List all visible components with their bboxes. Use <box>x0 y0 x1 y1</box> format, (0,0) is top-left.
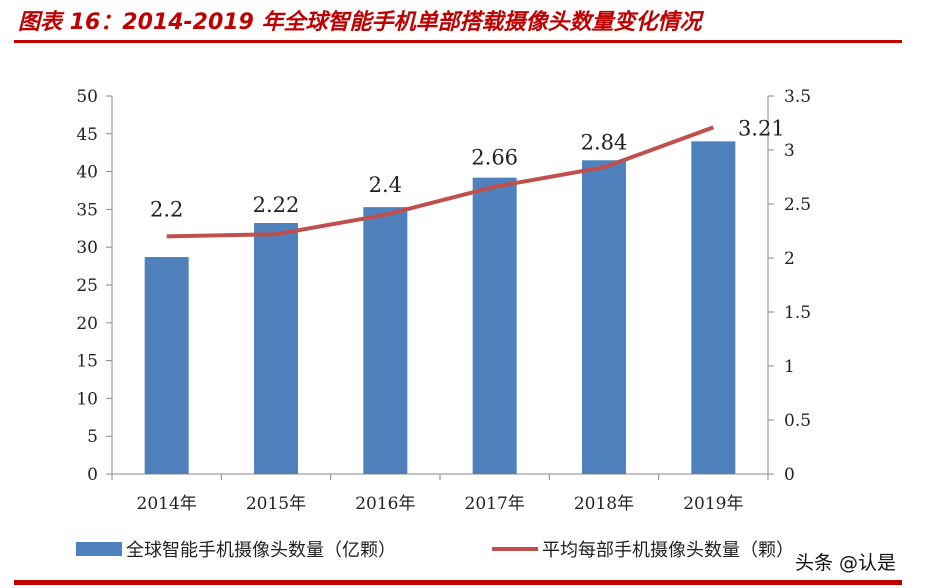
bottom-divider <box>14 580 902 585</box>
bar-2017年 <box>472 177 517 474</box>
y-right-tick-label: 0.5 <box>784 411 811 431</box>
bar-2015年 <box>254 223 298 474</box>
data-label: 3.21 <box>738 116 785 140</box>
x-tick-label: 2017年 <box>465 494 525 514</box>
y-left-tick-label: 45 <box>76 125 98 145</box>
y-right-tick-label: 3.5 <box>784 87 811 107</box>
data-label: 2.2 <box>150 197 183 221</box>
y-left-tick-label: 5 <box>87 427 98 447</box>
y-left-tick-label: 10 <box>76 389 98 409</box>
y-left-tick-label: 20 <box>76 314 98 334</box>
x-tick-label: 2014年 <box>137 494 197 514</box>
y-right-tick-label: 3 <box>784 141 795 161</box>
legend-item-line: 平均每部手机摄像头数量（颗） <box>492 536 794 562</box>
y-left-tick-label: 30 <box>76 238 98 258</box>
legend-item-bar: 全球智能手机摄像头数量（亿颗） <box>76 536 396 562</box>
legend-label-line: 平均每部手机摄像头数量（颗） <box>542 540 794 561</box>
title-divider <box>14 40 902 43</box>
x-tick-label: 2019年 <box>683 494 743 514</box>
legend-swatch-bar <box>76 542 122 556</box>
y-left-tick-label: 40 <box>76 163 98 183</box>
y-left-tick-label: 0 <box>87 465 98 485</box>
data-label: 2.4 <box>369 173 402 197</box>
bar-2019年 <box>691 141 736 475</box>
watermark: 头条 @认是 <box>795 552 897 574</box>
y-right-tick-label: 2.5 <box>784 195 811 215</box>
bar-2018年 <box>582 160 626 474</box>
legend-label-bar: 全球智能手机摄像头数量（亿颗） <box>126 540 396 561</box>
y-right-tick-label: 2 <box>784 249 795 269</box>
data-label: 2.66 <box>471 146 518 170</box>
y-right-tick-label: 1.5 <box>784 303 811 323</box>
line-series <box>166 125 715 239</box>
x-tick-label: 2015年 <box>246 494 306 514</box>
y-right-tick-label: 1 <box>784 357 795 377</box>
data-label: 2.84 <box>581 130 628 154</box>
chart-title: 图表 16：2014-2019 年全球智能手机单部搭载摄像头数量变化情况 <box>18 10 702 35</box>
legend-swatch-line <box>492 547 538 551</box>
x-tick-label: 2018年 <box>574 494 634 514</box>
data-label: 2.22 <box>253 193 300 217</box>
bar-2016年 <box>363 207 408 474</box>
y-left-tick-label: 35 <box>76 200 98 220</box>
y-right-tick-label: 0 <box>784 465 795 485</box>
y-left-tick-label: 25 <box>76 276 98 296</box>
y-left-tick-label: 50 <box>76 87 98 107</box>
y-left-tick-label: 15 <box>76 352 98 372</box>
bar-2014年 <box>144 257 189 474</box>
x-tick-label: 2016年 <box>355 494 415 514</box>
